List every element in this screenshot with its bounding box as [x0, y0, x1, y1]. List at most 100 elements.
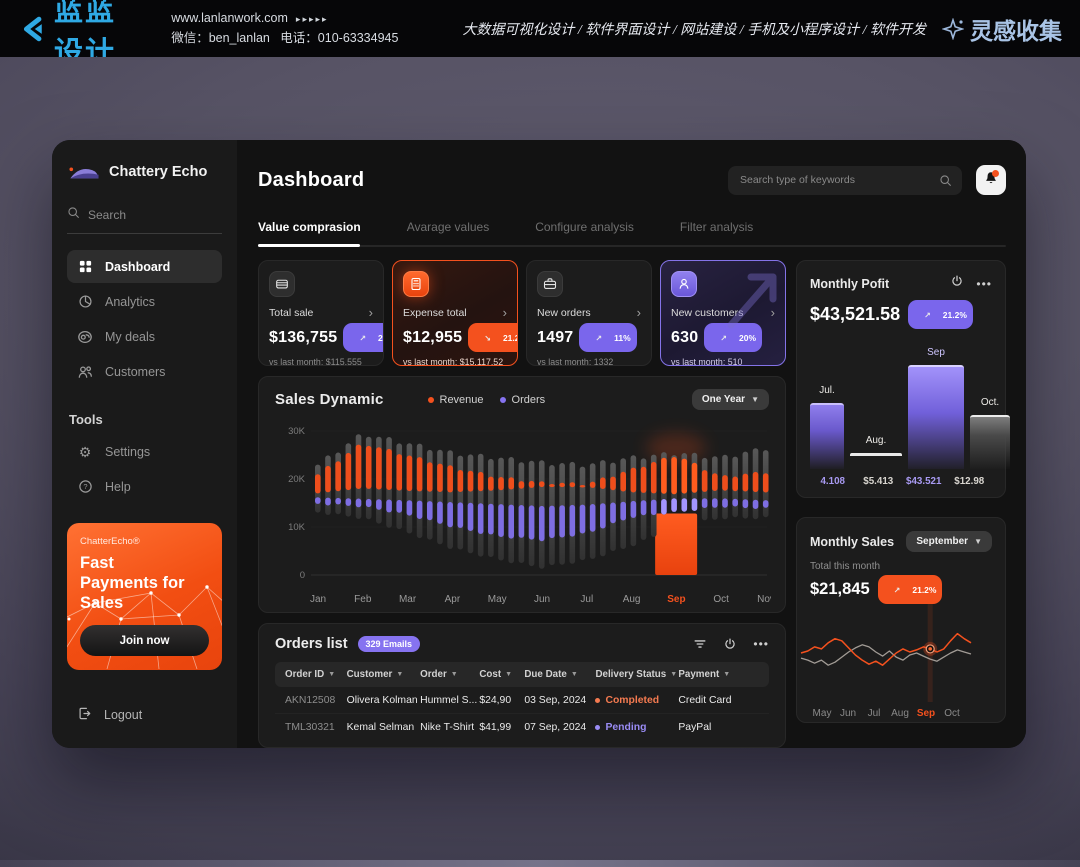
- more-menu-icon[interactable]: •••: [753, 637, 769, 651]
- column-label: Delivery Status: [595, 669, 667, 680]
- column-header-delivery-status[interactable]: Delivery Status ▼: [595, 669, 678, 680]
- order-payment: Credit Card: [678, 695, 732, 706]
- svg-text:Jun: Jun: [840, 708, 856, 719]
- sidebar-search[interactable]: [67, 206, 222, 234]
- column-header-due-date[interactable]: Due Date ▼: [524, 669, 595, 680]
- profit-bar-label: Aug.: [865, 435, 887, 446]
- app-brand: Chattery Echo: [67, 162, 222, 182]
- order-row-AKN12508[interactable]: AKN12508 Olivera Kolman Hummel S... $24,…: [275, 687, 769, 713]
- trend-badge: ↗21.2%: [343, 323, 383, 352]
- page-title: Dashboard: [258, 168, 365, 191]
- order-row-TML30321[interactable]: TML30321 Kemal Selman Nike T-Shirt $41,9…: [275, 713, 769, 740]
- wallpaper: Chattery Echo Dashboard Analytics My deals…: [0, 57, 1080, 867]
- kpi-comparison: vs last month: 510: [671, 357, 743, 366]
- sales-dynamic-chart: 30K 20K 10K 0 Jan Feb Mar Apr May Jun Jul Aug Sep Oct…: [288, 426, 775, 605]
- keyword-search[interactable]: [728, 165, 962, 195]
- column-label: Due Date: [524, 669, 567, 680]
- svg-text:Feb: Feb: [354, 594, 372, 605]
- right-column: Monthly Pofit ••• $43,521.58 ↗ 21.2% Ju: [796, 260, 1010, 748]
- legend-orders[interactable]: Orders: [499, 393, 546, 406]
- sidebar-search-input[interactable]: [88, 208, 222, 222]
- kpi-title: New orders: [537, 306, 591, 319]
- sidebar-item-label: Customers: [105, 364, 166, 379]
- svg-text:?: ?: [83, 482, 87, 491]
- tab-avarage-values[interactable]: Avarage values: [406, 220, 490, 234]
- export-icon[interactable]: [723, 637, 737, 651]
- sidebar-item-my-deals[interactable]: My deals: [67, 320, 222, 353]
- tab-value-comprasion[interactable]: Value comprasion: [258, 220, 361, 234]
- column-header-order-id[interactable]: Order ID ▼: [285, 669, 347, 680]
- search-icon: [67, 206, 80, 224]
- left-column: Total sale › $136,755 ↗21.2% vs last mont…: [258, 260, 786, 748]
- chevron-right-icon: ›: [636, 305, 641, 320]
- profit-bar-label: Sep: [927, 347, 945, 358]
- keyword-search-input[interactable]: [728, 165, 962, 195]
- notification-dot: [992, 170, 999, 177]
- sidebar-nav: Dashboard Analytics My deals Customers: [67, 250, 222, 388]
- svg-text:30K: 30K: [288, 426, 306, 437]
- grid-icon: [77, 259, 93, 274]
- legend-dot: [499, 396, 506, 403]
- search-icon: [939, 174, 952, 192]
- notifications-button[interactable]: [976, 165, 1006, 195]
- join-now-button[interactable]: Join now: [80, 625, 209, 657]
- kpi-card-new-customers[interactable]: New customers › 630 ↗ 20% vs last month: 5…: [660, 260, 786, 366]
- column-label: Cost: [479, 669, 502, 680]
- sidebar-item-customers[interactable]: Customers: [67, 355, 222, 388]
- chevron-right-icon: ›: [770, 305, 775, 320]
- column-label: Order: [420, 669, 447, 680]
- logout-button[interactable]: Logout: [67, 700, 222, 730]
- svg-text:Jan: Jan: [310, 594, 326, 605]
- kpi-card-new-orders[interactable]: New orders › 1497 ↗ 11% vs last month: 133…: [526, 260, 652, 366]
- lanlan-logo-text: 蓝蓝设计: [53, 0, 116, 69]
- legend-revenue[interactable]: Revenue: [427, 394, 484, 406]
- sidebar-item-analytics[interactable]: Analytics: [67, 285, 222, 318]
- sidebar-item-label: Analytics: [105, 294, 156, 309]
- tab-filter-analysis[interactable]: Filter analysis: [679, 220, 754, 234]
- more-menu-icon[interactable]: •••: [976, 276, 992, 291]
- kpi-row: Total sale › $136,755 ↗21.2% vs last mont…: [258, 260, 786, 366]
- profit-bar-column-aug-: Aug.: [850, 337, 902, 469]
- month-dropdown[interactable]: September ▼: [906, 531, 992, 552]
- kpi-value: 630: [671, 328, 699, 346]
- month-dropdown-value: September: [916, 536, 969, 547]
- sidebar-tools: ⚙ Settings ? Help: [67, 435, 222, 503]
- chevron-right-icon: ›: [502, 305, 507, 320]
- column-header-payment[interactable]: Payment ▼: [678, 669, 759, 680]
- filter-icon[interactable]: [693, 637, 707, 651]
- legend-dot: [427, 396, 434, 403]
- sales-dynamic-card: Sales Dynamic Revenue Orders One Year ▼ 3…: [258, 376, 786, 613]
- profit-bar-column-sep: Sep: [908, 337, 964, 469]
- sidebar-item-label: Settings: [105, 444, 151, 459]
- legend-label: Orders: [511, 393, 546, 406]
- banner-phone: 电话：010-63334945: [280, 30, 399, 45]
- promo-card: ChatterEcho® Fast Payments for Sales Joi…: [67, 523, 222, 671]
- sidebar-item-help[interactable]: ? Help: [67, 470, 222, 503]
- range-dropdown-value: One Year: [701, 394, 746, 405]
- lanlan-logo: 蓝蓝设计: [18, 0, 145, 71]
- banner-contact: www.lanlanwork.com ▸▸▸▸▸ 微信：ben_lanlan 电话…: [171, 9, 398, 48]
- collect-logo-text: 灵感收集: [970, 18, 1062, 44]
- logout-label: Logout: [104, 708, 143, 722]
- sidebar-item-settings[interactable]: ⚙ Settings: [67, 435, 222, 468]
- column-header-cost[interactable]: Cost ▼: [479, 669, 524, 680]
- top-banner: 蓝蓝设计 www.lanlanwork.com ▸▸▸▸▸ 微信：ben_lanl…: [0, 0, 1080, 69]
- svg-text:0: 0: [300, 570, 305, 581]
- lanlan-logo-icon: [23, 16, 42, 41]
- main-header: Dashboard: [258, 165, 1006, 195]
- banner-wechat: 微信：ben_lanlan: [171, 30, 270, 45]
- export-icon[interactable]: [950, 274, 964, 293]
- range-dropdown[interactable]: One Year ▼: [691, 389, 769, 410]
- kpi-card-expense-total[interactable]: Expense total › $12,955 ↘21.2% vs last mo…: [392, 260, 518, 366]
- svg-text:May: May: [488, 594, 507, 605]
- column-header-order[interactable]: Order ▼: [420, 669, 479, 680]
- tab-configure-analysis[interactable]: Configure analysis: [535, 220, 634, 234]
- column-header-customer[interactable]: Customer ▼: [347, 669, 420, 680]
- kpi-card-total-sale[interactable]: Total sale › $136,755 ↗21.2% vs last mont…: [258, 260, 384, 366]
- tab-bar: Value comprasion Avarage values Configure …: [258, 220, 1006, 234]
- monthly-sales-title: Monthly Sales: [810, 534, 895, 549]
- svg-text:Sep: Sep: [667, 594, 685, 605]
- sidebar-item-label: My deals: [105, 329, 156, 344]
- sidebar-item-dashboard[interactable]: Dashboard: [67, 250, 222, 283]
- gear-icon: ⚙: [78, 443, 92, 460]
